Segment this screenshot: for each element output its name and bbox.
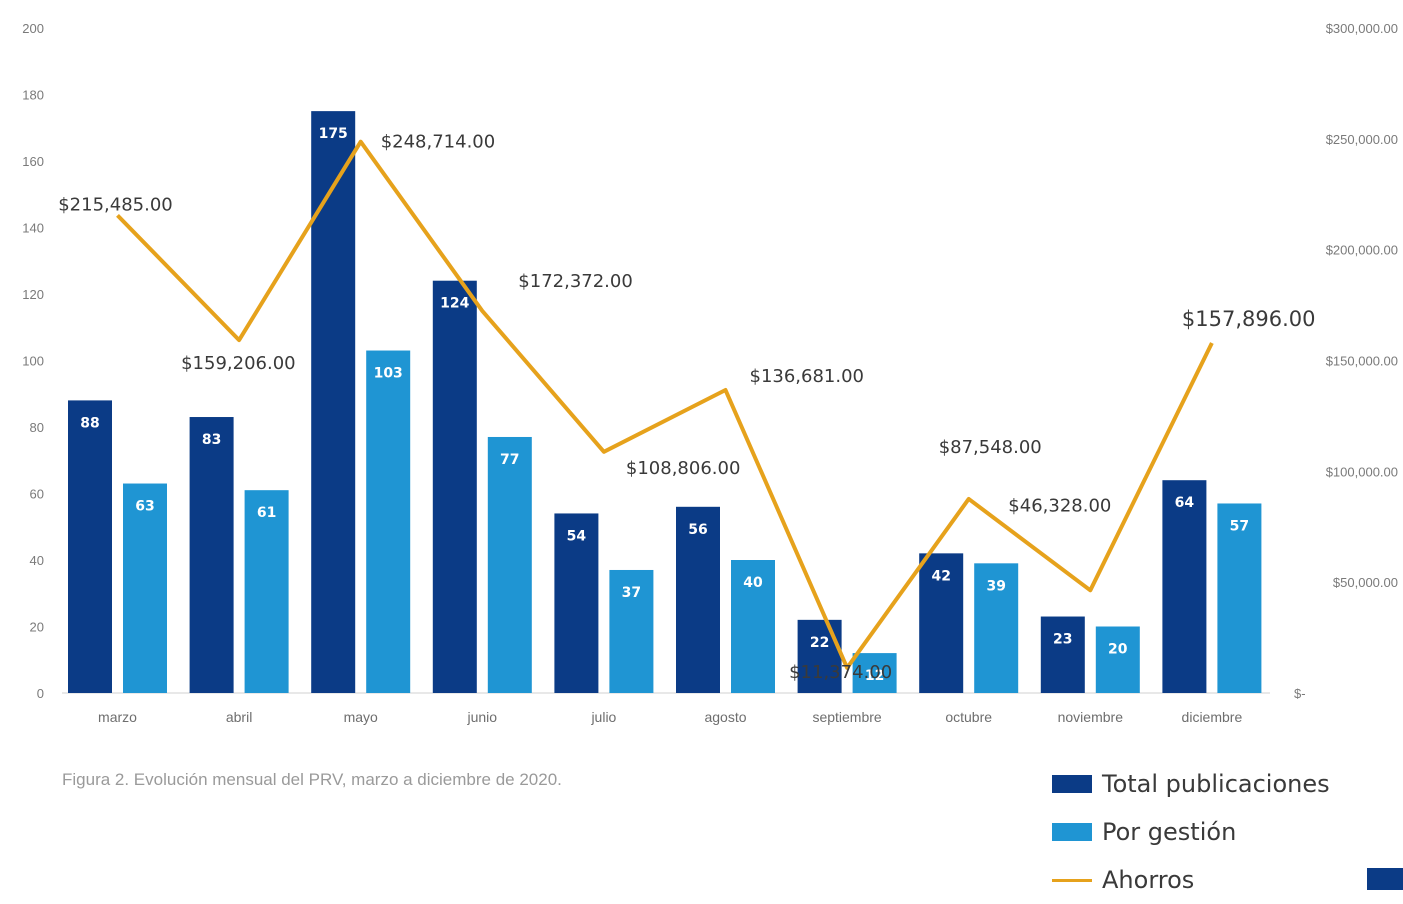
bar-total-junio — [432, 280, 477, 693]
bar-label-gestion-julio: 37 — [622, 585, 641, 601]
legend-swatch-ahorros — [1052, 878, 1092, 882]
legend-swatch-gestion — [1052, 823, 1092, 841]
bar-label-total-marzo: 88 — [80, 415, 99, 431]
right-axis: $- $50,000.00 $100,000.00 $150,000.00 $200,0… — [1294, 21, 1398, 701]
bar-gestion-mayo — [366, 350, 411, 693]
left-tick-label: 40 — [30, 553, 44, 568]
bar-gestion-septiembre — [852, 653, 897, 693]
bar-total-diciembre — [1162, 480, 1207, 693]
corner-decoration — [1367, 868, 1403, 890]
ahorros-label: $87,548.00 — [939, 437, 1042, 458]
right-tick-label: $200,000.00 — [1326, 243, 1398, 258]
ahorros-label: $248,714.00 — [381, 132, 496, 153]
bar-label-gestion-abril: 61 — [257, 505, 276, 521]
legend: Total publicaciones Por gestión Ahorros — [1052, 760, 1330, 904]
ahorros-label: $46,328.00 — [1008, 495, 1111, 516]
figure-caption: Figura 2. Evolución mensual del PRV, mar… — [62, 770, 562, 789]
bar-label-gestion-noviembre: 20 — [1108, 642, 1128, 658]
bar-label-gestion-marzo: 63 — [135, 499, 154, 515]
left-tick-label: 160 — [22, 154, 44, 169]
ahorros-label: $11,374.00 — [789, 662, 892, 683]
bar-label-total-julio: 54 — [567, 528, 587, 544]
left-tick-label: 100 — [22, 354, 44, 369]
bar-total-abril — [189, 417, 234, 693]
legend-item-ahorros: Ahorros — [1052, 856, 1330, 904]
bar-total-septiembre — [797, 619, 842, 693]
ahorros-label: $108,806.00 — [626, 458, 741, 479]
legend-label-gestion: Por gestión — [1102, 818, 1237, 846]
right-tick-label: $- — [1294, 686, 1306, 701]
category-label: junio — [467, 709, 498, 725]
bars: 88 63 83 61 175 103 124 77 54 37 56 40 22 12 42 39 23 20 6… — [68, 111, 1262, 693]
category-label: mayo — [344, 709, 378, 725]
bar-label-gestion-septiembre: 12 — [865, 668, 884, 684]
bar-label-gestion-mayo: 103 — [374, 366, 403, 382]
left-tick-label: 120 — [22, 287, 44, 302]
left-tick-label: 20 — [30, 620, 44, 635]
left-tick-label: 200 — [22, 21, 44, 36]
bar-gestion-agosto — [731, 560, 775, 693]
ahorros-label: $172,372.00 — [518, 271, 633, 292]
bar-total-julio — [554, 513, 599, 693]
left-tick-label: 80 — [30, 420, 44, 435]
category-label: septiembre — [812, 709, 881, 725]
category-label: marzo — [98, 709, 137, 725]
ahorros-polyline — [116, 139, 1214, 670]
left-tick-label: 180 — [22, 88, 44, 103]
ahorros-label: $136,681.00 — [750, 366, 865, 387]
bar-label-total-noviembre: 23 — [1053, 632, 1072, 648]
legend-swatch-total — [1052, 775, 1092, 793]
bar-gestion-noviembre — [1095, 626, 1140, 693]
bar-total-agosto — [676, 506, 720, 693]
bar-label-total-agosto: 56 — [688, 522, 707, 538]
left-tick-label: 60 — [30, 487, 44, 502]
bar-total-noviembre — [1040, 616, 1085, 693]
category-label: noviembre — [1058, 709, 1124, 725]
bar-gestion-octubre — [974, 563, 1019, 693]
category-label: diciembre — [1182, 709, 1243, 725]
right-tick-label: $50,000.00 — [1333, 575, 1398, 590]
right-tick-label: $300,000.00 — [1326, 21, 1398, 36]
right-tick-label: $250,000.00 — [1326, 132, 1398, 147]
bar-gestion-julio — [609, 569, 654, 693]
bar-label-total-junio: 124 — [440, 296, 469, 312]
legend-label-total: Total publicaciones — [1102, 770, 1330, 798]
left-tick-label: 0 — [37, 686, 44, 701]
category-label: julio — [590, 709, 616, 725]
category-label: octubre — [945, 709, 992, 725]
bar-label-gestion-junio: 77 — [500, 452, 519, 468]
category-label: agosto — [704, 709, 746, 725]
right-tick-label: $150,000.00 — [1326, 354, 1398, 369]
ahorros-label: $157,896.00 — [1182, 307, 1316, 331]
bar-gestion-junio — [487, 436, 532, 693]
bar-gestion-abril — [244, 490, 289, 693]
bar-label-gestion-octubre: 39 — [986, 578, 1005, 594]
bar-label-total-abril: 83 — [202, 432, 221, 448]
bar-label-total-septiembre: 22 — [810, 635, 829, 651]
legend-item-total: Total publicaciones — [1052, 760, 1330, 808]
bar-gestion-diciembre — [1217, 503, 1262, 693]
bar-total-marzo — [68, 400, 112, 693]
ahorros-label: $215,485.00 — [58, 194, 173, 215]
bar-gestion-marzo — [123, 483, 167, 693]
category-labels: marzo abril mayo junio julio agosto septiembre… — [98, 709, 1242, 725]
left-tick-label: 140 — [22, 221, 44, 236]
bar-label-gestion-agosto: 40 — [743, 575, 763, 591]
ahorros-label: $159,206.00 — [181, 353, 296, 374]
left-axis: 0 20 40 60 80 100 120 140 160 180 200 — [22, 21, 44, 701]
bar-total-octubre — [919, 553, 964, 693]
ahorros-line: $215,485.00 $159,206.00 $248,714.00 $172,37… — [58, 132, 1315, 683]
bar-label-total-diciembre: 64 — [1175, 495, 1195, 511]
bar-label-total-mayo: 175 — [319, 126, 348, 142]
legend-label-ahorros: Ahorros — [1102, 866, 1195, 894]
bar-total-mayo — [311, 111, 356, 693]
right-tick-label: $100,000.00 — [1326, 464, 1398, 479]
bar-label-gestion-diciembre: 57 — [1230, 518, 1249, 534]
category-label: abril — [226, 709, 252, 725]
legend-item-gestion: Por gestión — [1052, 808, 1330, 856]
bar-label-total-octubre: 42 — [931, 568, 950, 584]
